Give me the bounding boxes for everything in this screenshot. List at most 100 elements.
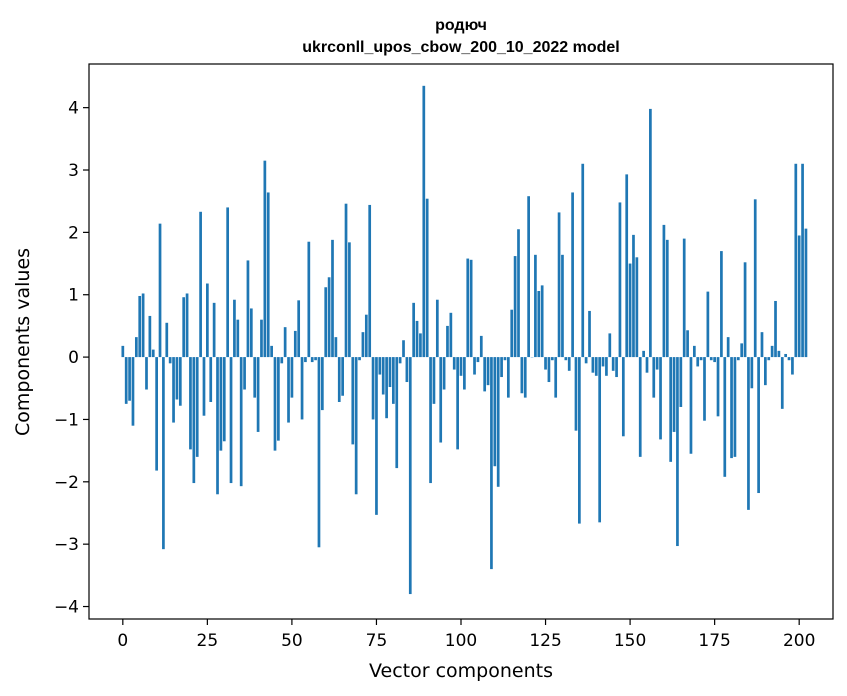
bar (320, 357, 324, 411)
bar (486, 357, 490, 386)
bar (550, 357, 554, 361)
bar (490, 357, 493, 570)
bar (686, 330, 689, 358)
bar (419, 333, 422, 358)
bar (138, 295, 142, 358)
bar (283, 327, 287, 358)
bar (540, 285, 544, 358)
bar (605, 357, 608, 376)
bar (172, 357, 175, 423)
bar (699, 357, 703, 361)
bar (753, 199, 757, 358)
bar (659, 357, 662, 440)
bar (767, 357, 771, 361)
y-axis-ticks: −4 −3 −2 −1 0 1 2 3 4 (54, 99, 89, 618)
bar (557, 212, 561, 358)
bar (662, 224, 666, 358)
y-axis-label: Components values (12, 248, 34, 436)
bar (212, 302, 216, 358)
bar (794, 163, 798, 358)
bar (578, 357, 581, 524)
bar (709, 357, 713, 361)
bar (408, 357, 412, 595)
bar (263, 160, 267, 358)
bar (270, 345, 273, 358)
bar (422, 85, 426, 358)
bar (192, 357, 196, 484)
y-tick-label: −3 (54, 535, 79, 555)
bar (358, 357, 361, 361)
bar (804, 228, 808, 358)
bar (483, 357, 487, 392)
bar (256, 357, 260, 432)
x-tick-label: 200 (783, 631, 815, 651)
x-tick-label: 0 (117, 631, 128, 651)
bar (652, 357, 656, 398)
bar (246, 260, 250, 358)
bar (791, 357, 794, 375)
bar (249, 308, 253, 358)
bar (584, 357, 588, 364)
bar (412, 302, 416, 358)
y-tick-label: −2 (54, 473, 79, 493)
bar (625, 174, 629, 358)
bar (554, 357, 558, 398)
bar (300, 357, 304, 420)
bar (534, 254, 537, 358)
bar (216, 357, 219, 495)
bar (341, 357, 344, 396)
bar (331, 239, 334, 358)
x-axis-ticks: 0 25 50 75 100 125 150 175 200 (117, 619, 815, 651)
bar (456, 357, 459, 450)
bar (496, 357, 500, 487)
bar (764, 357, 767, 386)
bar (635, 257, 639, 358)
bar (544, 357, 547, 370)
bar (473, 357, 476, 375)
bar (307, 241, 311, 358)
bar (304, 357, 307, 363)
y-tick-label: 1 (68, 286, 79, 306)
bar (591, 357, 595, 373)
bar (151, 349, 155, 358)
bar (402, 340, 405, 358)
bar (364, 314, 368, 358)
bar (280, 357, 284, 364)
bar (222, 357, 226, 442)
bar (571, 192, 574, 358)
bar (277, 357, 280, 441)
chart-title-line-2: ukrconll_upos_cbow_200_10_2022 model (302, 39, 619, 56)
bar (233, 299, 236, 358)
bar (182, 297, 186, 358)
bar (375, 357, 378, 515)
bar (703, 357, 706, 421)
bar (253, 357, 257, 398)
bar (774, 300, 777, 358)
bar (669, 357, 673, 462)
x-tick-label: 100 (445, 631, 477, 651)
bar (429, 357, 432, 484)
bar (148, 315, 152, 358)
y-tick-label: 2 (68, 223, 79, 243)
bar (239, 357, 243, 487)
bar (672, 357, 676, 432)
bar (713, 357, 716, 363)
bar (770, 345, 774, 358)
bar (185, 293, 189, 358)
y-tick-label: 0 (68, 348, 79, 368)
bar (588, 310, 591, 358)
bar (665, 239, 669, 358)
bar (435, 299, 439, 358)
bar (547, 357, 551, 383)
bar (378, 357, 382, 375)
x-tick-label: 175 (698, 631, 730, 651)
bar (121, 345, 125, 358)
bar (750, 357, 754, 389)
bar (432, 357, 436, 404)
bar (615, 357, 618, 378)
bar (141, 293, 145, 358)
bar (510, 309, 514, 358)
bar (452, 357, 456, 370)
bar (344, 203, 348, 358)
